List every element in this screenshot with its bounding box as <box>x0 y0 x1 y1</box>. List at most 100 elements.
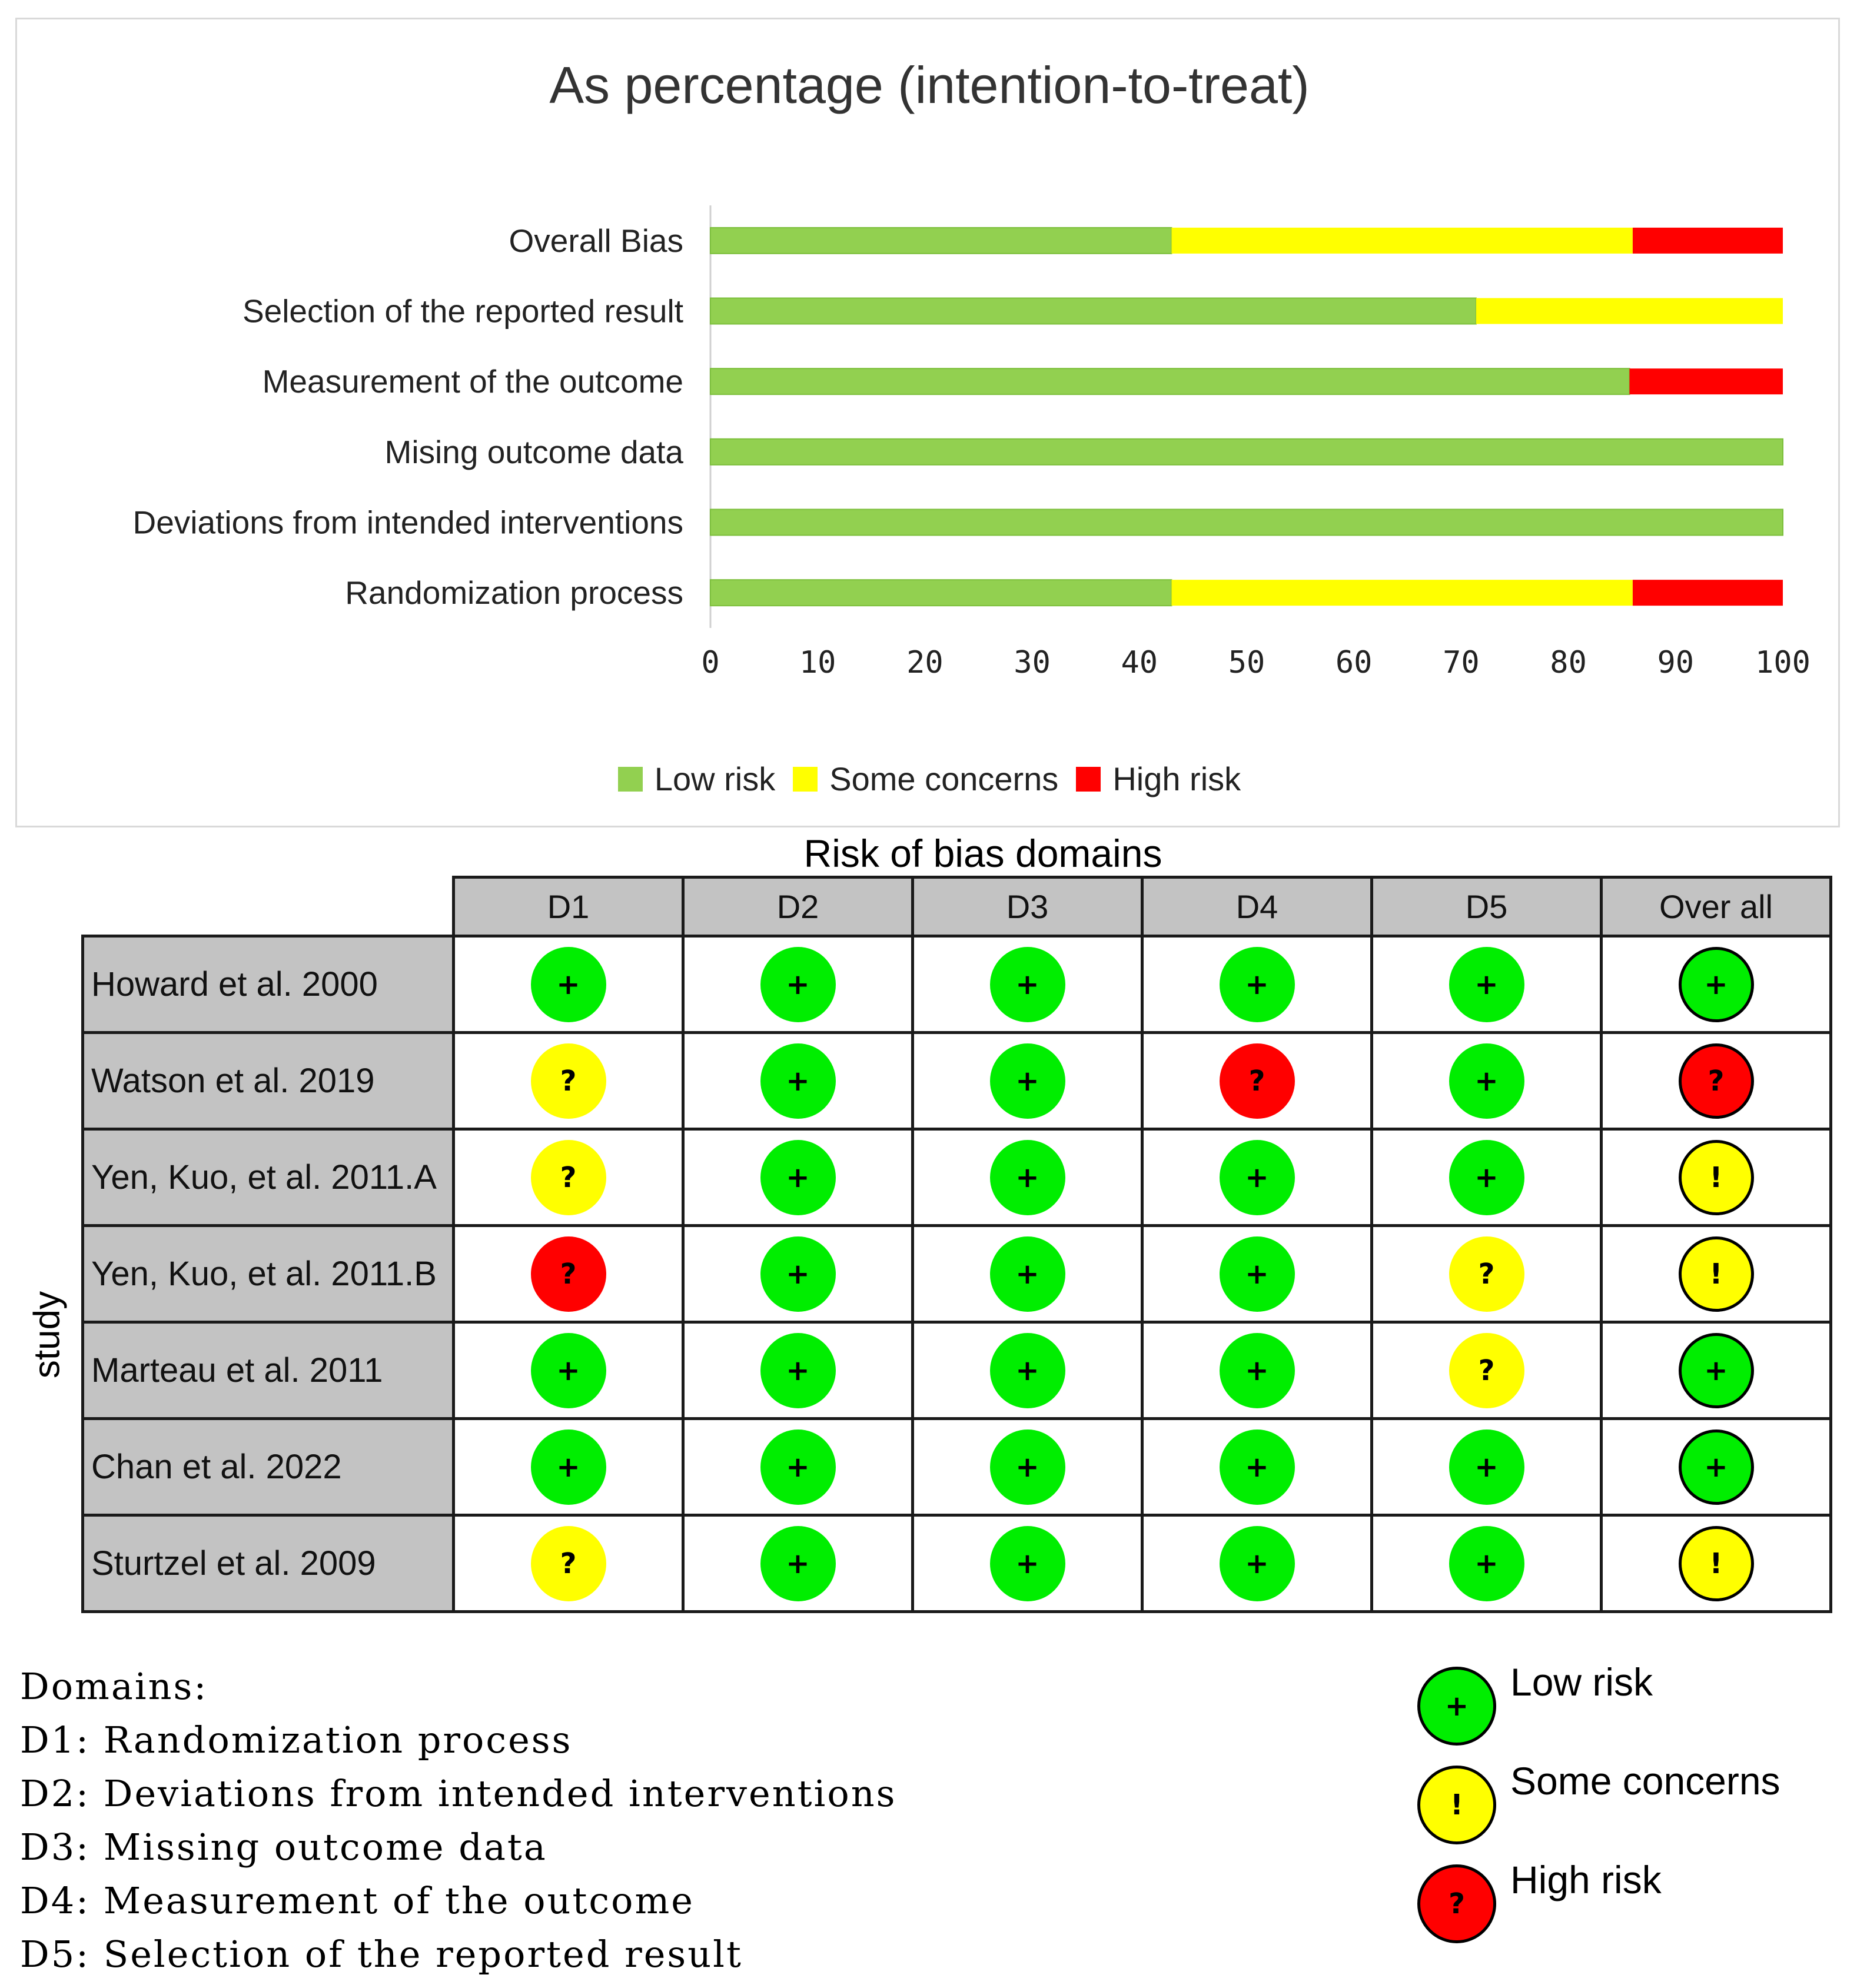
judgement-cell: ? <box>452 1224 685 1324</box>
study-name: Watson et al. 2019 <box>81 1031 455 1131</box>
rob-header-row: D1 D2 D3 D4 D5 Over all <box>83 876 1832 938</box>
x-tick-label: 40 <box>1121 645 1158 680</box>
rob-body: Howard et al. 2000 + + + + + + Watson et al. 20… <box>81 935 1832 1613</box>
bar-segment-high-risk <box>1629 368 1783 395</box>
x-tick-label: 90 <box>1657 645 1694 680</box>
judgement-low-icon: + <box>989 1236 1065 1312</box>
judgement-cell: ? <box>452 1031 685 1131</box>
domain-header: D3 <box>911 876 1144 938</box>
table-row: Chan et al. 2022 + + + + + + <box>81 1417 1832 1517</box>
judgement-cell: ! <box>1600 1224 1832 1324</box>
bar-segment-high-risk <box>1632 227 1783 254</box>
rob-legend: + Low risk! Some concerns? High risk <box>1413 1660 1836 1977</box>
judgement-low-icon: + <box>1678 946 1754 1022</box>
judgement-low-icon: + <box>530 946 606 1022</box>
judgement-low-icon: + <box>1449 1043 1524 1119</box>
x-tick-label: 80 <box>1550 645 1587 680</box>
judgement-overall_some-icon: ! <box>1678 1525 1754 1601</box>
bar-segment-some-concerns <box>1171 227 1633 254</box>
judgement-high-icon: ? <box>1678 1043 1754 1119</box>
table-row: Yen, Kuo, et al. 2011.A? + + + +! <box>81 1128 1832 1227</box>
judgement-some-icon: ? <box>530 1525 606 1601</box>
bar-segment-low-risk <box>710 438 1783 466</box>
judgement-cell: + <box>911 1128 1144 1227</box>
judgement-cell: + <box>1141 1224 1373 1324</box>
category-label: Mising outcome data <box>385 434 684 470</box>
judgement-cell: + <box>1141 1321 1373 1420</box>
category-label: Deviations from intended interventions <box>132 504 683 541</box>
x-tick-label: 50 <box>1228 645 1265 680</box>
judgement-low-icon: + <box>1449 1429 1524 1505</box>
domain-item-d5: D5: Selection of the reported result <box>20 1933 743 1976</box>
judgement-overall_some-icon: ! <box>1678 1139 1754 1215</box>
stacked-bar-chart-panel: As percentage (intention-to-treat) Overal… <box>15 18 1840 827</box>
legend-item: Low risk <box>617 760 776 798</box>
judgement-cell: ? <box>1370 1321 1603 1420</box>
table-row: Yen, Kuo, et al. 2011.B? + + +?! <box>81 1224 1832 1324</box>
judgement-low-icon: + <box>1219 1332 1295 1408</box>
judgement-low-icon: + <box>989 1525 1065 1601</box>
judgement-cell: + <box>1370 1514 1603 1613</box>
study-name: Yen, Kuo, et al. 2011.A <box>81 1128 455 1227</box>
judgement-low-icon: + <box>989 946 1065 1022</box>
judgement-cell: + <box>1370 1128 1603 1227</box>
rob-legend-label: High risk <box>1510 1858 1662 1901</box>
legend-swatch <box>617 766 643 792</box>
x-tick-label: 100 <box>1755 645 1811 680</box>
bar-segment-low-risk <box>710 297 1477 325</box>
table-row: Howard et al. 2000 + + + + + + <box>81 935 1832 1034</box>
legend-swatch <box>1076 766 1101 792</box>
judgement-high-icon: ? <box>530 1236 606 1312</box>
judgement-cell: + <box>1600 1321 1832 1420</box>
study-axis-label: study <box>24 1276 71 1394</box>
x-tick-label: 0 <box>701 645 719 680</box>
judgement-low-icon: + <box>760 1139 836 1215</box>
bar-segment-low-risk <box>710 368 1630 395</box>
bar-segment-low-risk <box>710 579 1172 607</box>
table-corner <box>83 877 454 936</box>
judgement-low-icon: + <box>1449 1525 1524 1601</box>
judgement-cell: + <box>911 1031 1144 1131</box>
domain-header: Over all <box>1600 876 1832 938</box>
judgement-cell: + <box>682 1321 914 1420</box>
domain-header: D4 <box>1141 876 1373 938</box>
rob-legend-label: Some concerns <box>1510 1759 1780 1803</box>
judgement-cell: + <box>682 935 914 1034</box>
judgement-low-icon: + <box>530 1429 606 1505</box>
domain-header: D1 <box>452 876 685 938</box>
bar-segment-low-risk <box>710 227 1172 254</box>
legend-item: Some concerns <box>793 760 1058 798</box>
judgement-cell: + <box>682 1224 914 1324</box>
judgement-low-icon: + <box>1219 1525 1295 1601</box>
study-name: Yen, Kuo, et al. 2011.B <box>81 1224 455 1324</box>
x-tick-label: 10 <box>799 645 836 680</box>
legend-label: High risk <box>1112 760 1241 797</box>
judgement-low-icon: + <box>1449 1139 1524 1215</box>
legend-label: Low risk <box>654 760 776 797</box>
judgement-cell: + <box>1370 1417 1603 1517</box>
rob-legend-icon: + <box>1417 1667 1496 1746</box>
judgement-cell: + <box>452 1321 685 1420</box>
domain-header: D2 <box>682 876 914 938</box>
judgement-cell: + <box>682 1514 914 1613</box>
judgement-low-icon: + <box>760 1236 836 1312</box>
judgement-low-icon: + <box>760 946 836 1022</box>
category-label: Overall Bias <box>509 222 683 259</box>
rob-title: Risk of bias domains <box>803 832 1162 875</box>
judgement-some-icon: ? <box>1449 1332 1524 1408</box>
judgement-some-icon: ? <box>530 1139 606 1215</box>
judgement-cell: + <box>452 935 685 1034</box>
rob-legend-icon: ! <box>1417 1766 1496 1844</box>
judgement-some-icon: ? <box>1449 1236 1524 1312</box>
legend-item: High risk <box>1076 760 1241 798</box>
judgement-low-icon: + <box>1678 1332 1754 1408</box>
judgement-cell: + <box>682 1031 914 1131</box>
table-row: Sturtzel et al. 2009? + + + +! <box>81 1514 1832 1613</box>
chart-title: As percentage (intention-to-treat) <box>549 56 1309 114</box>
judgement-cell: ! <box>1600 1128 1832 1227</box>
judgement-cell: ? <box>1370 1224 1603 1324</box>
category-label: Randomization process <box>345 574 683 611</box>
domains-heading: Domains: <box>20 1665 208 1708</box>
judgement-cell: ? <box>452 1128 685 1227</box>
table-row: Marteau et al. 2011 + + + +? + <box>81 1321 1832 1420</box>
